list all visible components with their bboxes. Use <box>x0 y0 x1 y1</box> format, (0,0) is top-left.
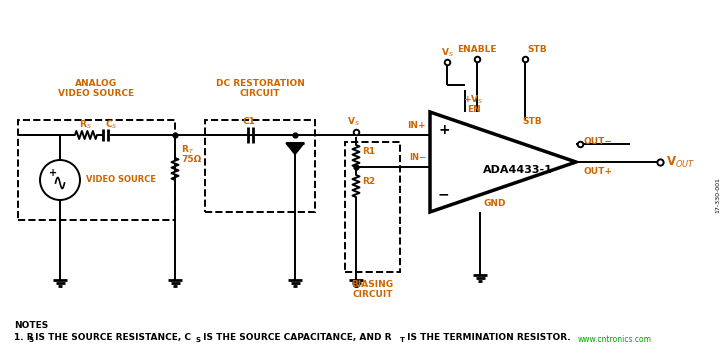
Text: OUT+: OUT+ <box>584 167 613 176</box>
Text: C$_S$: C$_S$ <box>105 119 118 131</box>
Text: R$_S$: R$_S$ <box>78 119 91 131</box>
Text: EN: EN <box>467 105 481 114</box>
Text: STB: STB <box>522 117 542 126</box>
Text: V$_S$: V$_S$ <box>346 116 359 128</box>
Text: DC RESTORATION
CIRCUIT: DC RESTORATION CIRCUIT <box>216 78 304 98</box>
Text: IS THE TERMINATION RESISTOR.: IS THE TERMINATION RESISTOR. <box>404 333 571 342</box>
Text: ANALOG
VIDEO SOURCE: ANALOG VIDEO SOURCE <box>58 78 134 98</box>
Text: +: + <box>438 123 449 137</box>
Text: +V$_S$: +V$_S$ <box>463 94 484 106</box>
Text: NOTES: NOTES <box>14 321 48 330</box>
Text: ADA4433-1: ADA4433-1 <box>483 165 553 175</box>
Text: −: − <box>438 187 449 201</box>
Text: S: S <box>196 338 201 343</box>
Bar <box>345 142 400 272</box>
Text: 1. R: 1. R <box>14 333 33 342</box>
Text: R1: R1 <box>362 148 375 157</box>
Text: BIASING
CIRCUIT: BIASING CIRCUIT <box>351 280 393 300</box>
Polygon shape <box>286 143 303 154</box>
Bar <box>205 120 315 212</box>
Text: R2: R2 <box>362 177 375 186</box>
Text: 17-330-001: 17-330-001 <box>716 177 720 213</box>
Text: IN+: IN+ <box>407 122 426 130</box>
Text: STB: STB <box>527 45 547 54</box>
Text: ENABLE: ENABLE <box>457 45 497 54</box>
Text: S: S <box>28 338 33 343</box>
Text: V$_{OUT}$: V$_{OUT}$ <box>666 154 696 170</box>
Text: T: T <box>400 338 405 343</box>
Text: 75Ω: 75Ω <box>181 154 201 163</box>
Text: IS THE SOURCE CAPACITANCE, AND R: IS THE SOURCE CAPACITANCE, AND R <box>200 333 391 342</box>
Text: VIDEO SOURCE: VIDEO SOURCE <box>86 175 156 184</box>
Text: IN−: IN− <box>409 153 426 162</box>
Text: OUT−: OUT− <box>584 136 613 145</box>
Text: C1: C1 <box>242 117 256 126</box>
Text: +: + <box>49 168 57 178</box>
Text: V$_S$: V$_S$ <box>441 47 454 59</box>
Text: www.cntronics.com: www.cntronics.com <box>578 335 652 344</box>
Text: IS THE SOURCE RESISTANCE, C: IS THE SOURCE RESISTANCE, C <box>32 333 191 342</box>
Bar <box>18 120 175 220</box>
Text: R$_T$: R$_T$ <box>181 144 195 156</box>
Text: GND: GND <box>484 199 507 208</box>
